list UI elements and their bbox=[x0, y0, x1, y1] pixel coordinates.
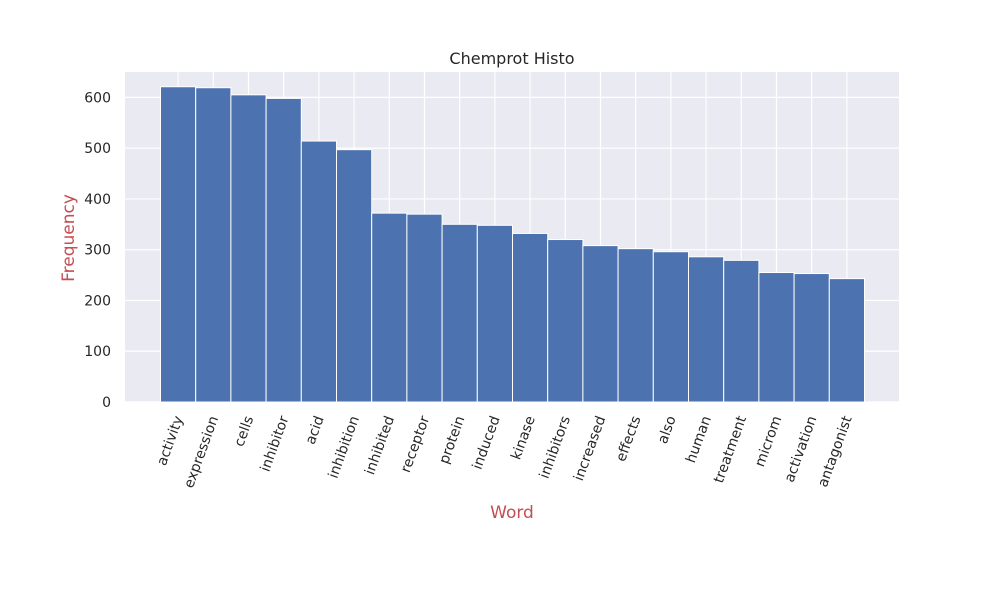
bar-acid bbox=[300, 140, 337, 403]
bar-treatment bbox=[723, 259, 760, 403]
bar-inhibition bbox=[336, 149, 373, 403]
bar-expression bbox=[195, 87, 232, 403]
x-tick-label: treatment bbox=[711, 413, 750, 485]
bar-cells bbox=[230, 94, 267, 403]
bar-microm bbox=[758, 272, 795, 403]
bars bbox=[160, 86, 865, 403]
y-tick-label: 0 bbox=[102, 395, 111, 411]
bar-human bbox=[688, 256, 725, 403]
x-tick-label: effects bbox=[613, 414, 644, 464]
x-tick-label: inhibition bbox=[326, 414, 363, 481]
bar-protein bbox=[441, 223, 478, 403]
x-tick-label: microm bbox=[752, 414, 785, 469]
x-tick-label: activity bbox=[154, 414, 187, 468]
bar-kinase bbox=[512, 232, 549, 403]
bar-inhibitors bbox=[547, 239, 584, 403]
x-tick-label: inhibited bbox=[362, 414, 398, 477]
x-tick-label: cells bbox=[231, 414, 257, 449]
x-tick-label: expression bbox=[181, 414, 222, 490]
y-tick-label: 500 bbox=[84, 141, 111, 157]
chart-title: Chemprot Histo bbox=[449, 49, 574, 68]
y-axis-label: Frequency bbox=[59, 194, 79, 282]
bar-increased bbox=[582, 245, 619, 403]
bar-activation bbox=[793, 273, 830, 403]
x-tick-label: activation bbox=[782, 414, 821, 485]
bar-induced bbox=[476, 224, 513, 403]
x-tick-label: inhibitors bbox=[537, 414, 574, 481]
bar-activity bbox=[160, 86, 197, 403]
bar-antagonist bbox=[828, 278, 865, 403]
bar-inhibitor bbox=[265, 97, 302, 403]
y-tick-label: 400 bbox=[84, 192, 111, 208]
y-tick-label: 200 bbox=[84, 293, 111, 309]
bar-inhibited bbox=[371, 212, 408, 403]
x-tick-label: receptor bbox=[398, 414, 433, 475]
x-axis-label: Word bbox=[490, 503, 534, 523]
x-tick-label: increased bbox=[571, 414, 609, 483]
x-tick-label: kinase bbox=[508, 414, 539, 462]
y-tick-labels: 0 100 200 300 400 500 600 bbox=[84, 90, 111, 411]
bar-also bbox=[652, 251, 689, 403]
bar-effects bbox=[617, 248, 654, 403]
x-tick-label: induced bbox=[470, 414, 504, 472]
x-tick-label: protein bbox=[436, 414, 468, 466]
x-tick-label: acid bbox=[303, 414, 328, 447]
y-tick-label: 100 bbox=[84, 344, 111, 360]
x-tick-label: also bbox=[655, 414, 680, 446]
bar-receptor bbox=[406, 213, 443, 403]
x-tick-label: inhibitor bbox=[258, 414, 293, 474]
y-tick-label: 600 bbox=[84, 90, 111, 106]
x-tick-label: antagonist bbox=[815, 413, 856, 489]
y-tick-label: 300 bbox=[84, 243, 111, 259]
x-tick-label: human bbox=[683, 414, 715, 465]
